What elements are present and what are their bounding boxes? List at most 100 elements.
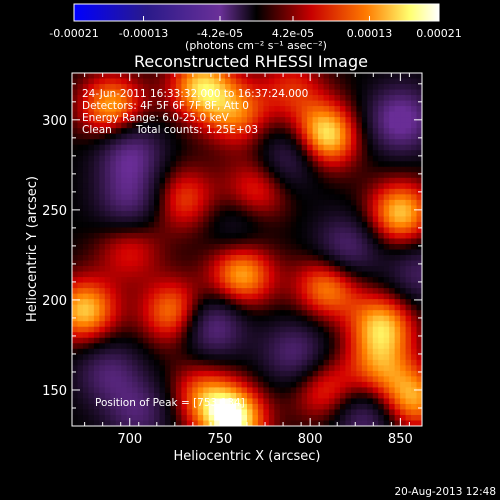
heatmap-cell bbox=[187, 189, 193, 195]
heatmap-cell bbox=[356, 404, 362, 410]
heatmap-cell bbox=[77, 255, 83, 261]
heatmap-cell bbox=[263, 233, 269, 239]
heatmap-cell bbox=[307, 354, 313, 360]
heatmap-cell bbox=[373, 167, 379, 173]
heatmap-cell bbox=[105, 338, 111, 344]
heatmap-cell bbox=[291, 354, 297, 360]
heatmap-cell bbox=[329, 183, 335, 189]
heatmap-cell bbox=[220, 167, 226, 173]
heatmap-cell bbox=[242, 288, 248, 294]
heatmap-cell bbox=[110, 178, 116, 184]
heatmap-cell bbox=[280, 332, 286, 338]
heatmap-cell bbox=[406, 161, 412, 167]
heatmap-cell bbox=[127, 349, 133, 355]
heatmap-cell bbox=[307, 294, 313, 300]
x-tick-label: 700 bbox=[117, 432, 142, 447]
heatmap-cell bbox=[242, 216, 248, 222]
heatmap-cell bbox=[209, 365, 215, 371]
heatmap-cell bbox=[263, 216, 269, 222]
heatmap-cell bbox=[373, 123, 379, 129]
heatmap-cell bbox=[329, 409, 335, 415]
heatmap-cell bbox=[143, 145, 149, 151]
heatmap-cell bbox=[351, 382, 357, 388]
heatmap-cell bbox=[411, 255, 417, 261]
heatmap-cell bbox=[72, 332, 78, 338]
heatmap-cell bbox=[395, 299, 401, 305]
heatmap-cell bbox=[340, 145, 346, 151]
heatmap-cell bbox=[335, 123, 341, 129]
heatmap-cell bbox=[329, 233, 335, 239]
heatmap-cell bbox=[83, 145, 89, 151]
heatmap-cell bbox=[83, 233, 89, 239]
heatmap-cell bbox=[400, 244, 406, 250]
heatmap-cell bbox=[72, 200, 78, 206]
heatmap-cell bbox=[406, 305, 412, 311]
heatmap-cell bbox=[313, 227, 319, 233]
heatmap-cell bbox=[285, 172, 291, 178]
heatmap-cell bbox=[83, 161, 89, 167]
heatmap-cell bbox=[236, 172, 242, 178]
heatmap-cell bbox=[373, 95, 379, 101]
heatmap-cell bbox=[362, 178, 368, 184]
heatmap-cell bbox=[406, 288, 412, 294]
heatmap-cell bbox=[242, 409, 248, 415]
heatmap-cell bbox=[324, 250, 330, 256]
heatmap-cell bbox=[307, 123, 313, 129]
heatmap-cell bbox=[356, 128, 362, 134]
heatmap-cell bbox=[99, 145, 105, 151]
heatmap-cell bbox=[132, 227, 138, 233]
heatmap-cell bbox=[389, 244, 395, 250]
heatmap-cell bbox=[203, 222, 209, 228]
heatmap-cell bbox=[198, 321, 204, 327]
heatmap-cell bbox=[121, 73, 127, 79]
heatmap-cell bbox=[411, 332, 417, 338]
heatmap-cell bbox=[187, 409, 193, 415]
heatmap-cell bbox=[313, 404, 319, 410]
heatmap-cell bbox=[252, 244, 258, 250]
heatmap-cell bbox=[121, 382, 127, 388]
heatmap-cell bbox=[236, 332, 242, 338]
heatmap-cell bbox=[83, 167, 89, 173]
heatmap-cell bbox=[77, 332, 83, 338]
heatmap-cell bbox=[285, 227, 291, 233]
heatmap-cell bbox=[395, 294, 401, 300]
heatmap-cell bbox=[149, 305, 155, 311]
heatmap-cell bbox=[389, 294, 395, 300]
heatmap-cell bbox=[258, 156, 264, 162]
heatmap-cell bbox=[116, 288, 122, 294]
heatmap-cell bbox=[313, 250, 319, 256]
heatmap-cell bbox=[192, 150, 198, 156]
heatmap-cell bbox=[411, 222, 417, 228]
heatmap-cell bbox=[345, 161, 351, 167]
heatmap-cell bbox=[384, 283, 390, 289]
heatmap-cell bbox=[203, 250, 209, 256]
heatmap-cell bbox=[318, 387, 324, 393]
heatmap-cell bbox=[88, 145, 94, 151]
heatmap-cell bbox=[389, 123, 395, 129]
heatmap-cell bbox=[373, 222, 379, 228]
heatmap-cell bbox=[132, 139, 138, 145]
heatmap-cell bbox=[400, 349, 406, 355]
heatmap-cell bbox=[378, 387, 384, 393]
heatmap-cell bbox=[132, 172, 138, 178]
heatmap-cell bbox=[203, 299, 209, 305]
heatmap-cell bbox=[242, 305, 248, 311]
heatmap-cell bbox=[94, 216, 100, 222]
heatmap-cell bbox=[389, 327, 395, 333]
heatmap-cell bbox=[384, 95, 390, 101]
heatmap-cell bbox=[252, 167, 258, 173]
heatmap-cell bbox=[269, 200, 275, 206]
heatmap-cell bbox=[181, 376, 187, 382]
heatmap-cell bbox=[220, 244, 226, 250]
heatmap-cell bbox=[263, 205, 269, 211]
heatmap-cell bbox=[83, 343, 89, 349]
heatmap-cell bbox=[176, 79, 182, 85]
heatmap-cell bbox=[263, 283, 269, 289]
heatmap-cell bbox=[252, 250, 258, 256]
heatmap-cell bbox=[203, 139, 209, 145]
heatmap-cell bbox=[176, 233, 182, 239]
heatmap-cell bbox=[198, 288, 204, 294]
heatmap-cell bbox=[395, 244, 401, 250]
heatmap-cell bbox=[165, 189, 171, 195]
heatmap-cell bbox=[94, 371, 100, 377]
